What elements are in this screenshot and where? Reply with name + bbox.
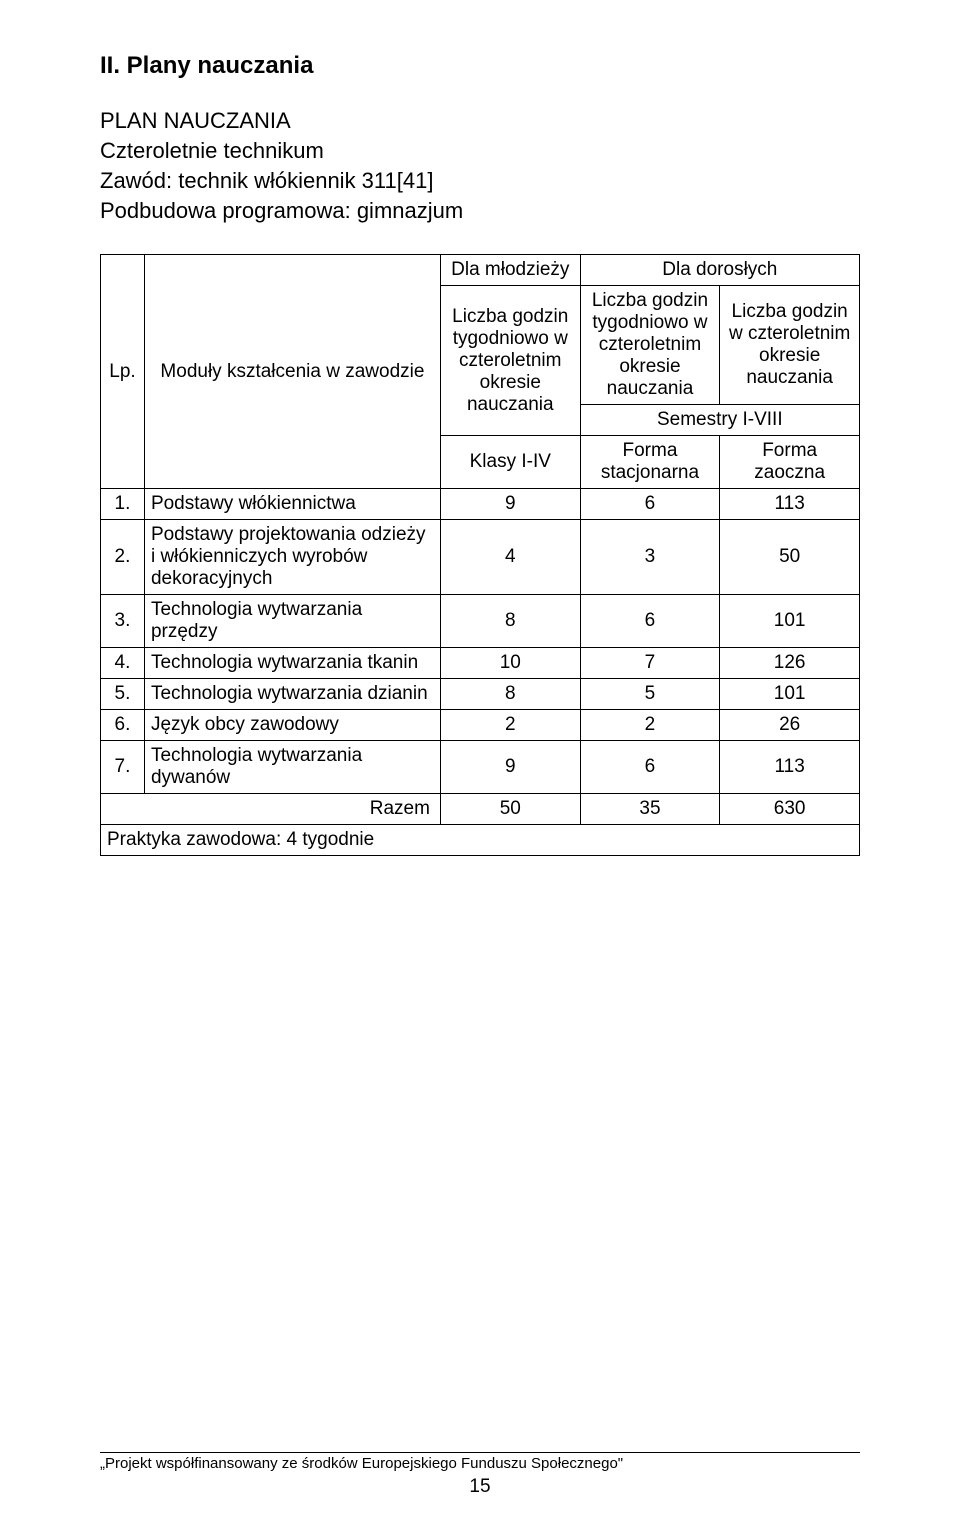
header-doroslych: Dla dorosłych [580,255,859,286]
table-row: 7. Technologia wytwarzania dywanów 9 6 1… [101,741,860,794]
header-forma-stac: Forma stacjonarna [580,436,720,489]
page-number: 15 [100,1476,860,1498]
cell-a: 9 [440,489,580,520]
cell-c: 126 [720,648,860,679]
header-semestry: Semestry I-VIII [580,405,859,436]
cell-n: 1. [101,489,145,520]
footer-divider [100,1452,860,1453]
totals-a: 50 [440,794,580,825]
cell-b: 5 [580,679,720,710]
cell-b: 3 [580,520,720,595]
cell-c: 113 [720,741,860,794]
section-heading: II. Plany nauczania [100,52,860,80]
praktyka-row: Praktyka zawodowa: 4 tygodnie [101,825,860,856]
school-type: Czteroletnie technikum [100,138,860,164]
cell-a: 8 [440,679,580,710]
header-col2: Liczba godzin tygodniowo w czteroletnim … [580,286,720,405]
footer-text: „Projekt współfinansowany ze środków Eur… [100,1455,860,1472]
cell-b: 6 [580,489,720,520]
totals-row: Razem 50 35 630 [101,794,860,825]
cell-name: Język obcy zawodowy [144,710,440,741]
cell-name: Technologia wytwarzania dzianin [144,679,440,710]
praktyka-cell: Praktyka zawodowa: 4 tygodnie [101,825,860,856]
cell-c: 101 [720,679,860,710]
cell-a: 2 [440,710,580,741]
cell-name: Technologia wytwarzania tkanin [144,648,440,679]
header-modul: Moduły kształcenia w zawodzie [144,255,440,489]
cell-b: 6 [580,595,720,648]
header-col1: Liczba godzin tygodniowo w czteroletnim … [440,286,580,436]
cell-n: 5. [101,679,145,710]
cell-name: Technologia wytwarzania przędzy [144,595,440,648]
header-col3: Liczba godzin w czteroletnim okresie nau… [720,286,860,405]
table-row: 1. Podstawy włókiennictwa 9 6 113 [101,489,860,520]
cell-n: 4. [101,648,145,679]
totals-b: 35 [580,794,720,825]
cell-n: 6. [101,710,145,741]
header-row-1: Lp. Moduły kształcenia w zawodzie Dla mł… [101,255,860,286]
cell-b: 2 [580,710,720,741]
table-row: 3. Technologia wytwarzania przędzy 8 6 1… [101,595,860,648]
cell-b: 7 [580,648,720,679]
page-footer: „Projekt współfinansowany ze środków Eur… [100,1452,860,1498]
cell-a: 10 [440,648,580,679]
cell-n: 7. [101,741,145,794]
header-klasy: Klasy I-IV [440,436,580,489]
cell-name: Technologia wytwarzania dywanów [144,741,440,794]
cell-c: 101 [720,595,860,648]
header-forma-zao: Forma zaoczna [720,436,860,489]
curriculum-table: Lp. Moduły kształcenia w zawodzie Dla mł… [100,254,860,856]
cell-name: Podstawy włókiennictwa [144,489,440,520]
header-lp: Lp. [101,255,145,489]
cell-name: Podstawy projektowania odzieży i włókien… [144,520,440,595]
cell-c: 50 [720,520,860,595]
table-row: 2. Podstawy projektowania odzieży i włók… [101,520,860,595]
cell-a: 9 [440,741,580,794]
totals-c: 630 [720,794,860,825]
plan-title: PLAN NAUCZANIA [100,108,860,134]
totals-label: Razem [101,794,441,825]
table-row: 5. Technologia wytwarzania dzianin 8 5 1… [101,679,860,710]
table-row: 6. Język obcy zawodowy 2 2 26 [101,710,860,741]
cell-c: 113 [720,489,860,520]
cell-c: 26 [720,710,860,741]
basis-line: Podbudowa programowa: gimnazjum [100,198,860,224]
cell-a: 8 [440,595,580,648]
cell-n: 3. [101,595,145,648]
cell-n: 2. [101,520,145,595]
table-row: 4. Technologia wytwarzania tkanin 10 7 1… [101,648,860,679]
cell-b: 6 [580,741,720,794]
cell-a: 4 [440,520,580,595]
profession-line: Zawód: technik włókiennik 311[41] [100,168,860,194]
header-mlodziezy: Dla młodzieży [440,255,580,286]
